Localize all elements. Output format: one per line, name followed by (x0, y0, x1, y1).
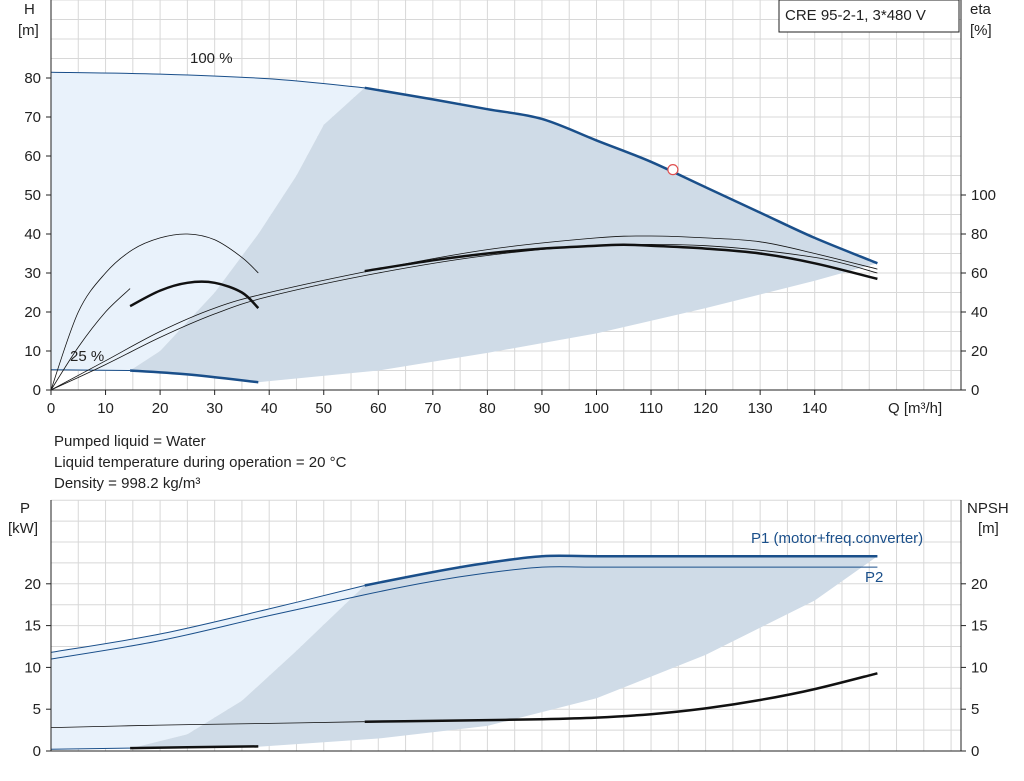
head-curve-25-thin (50, 369, 131, 371)
p2-series-label: P2 (865, 569, 883, 586)
upper-x-tick-label: 70 (425, 400, 442, 417)
upper-y-tick-label: 40 (24, 226, 41, 243)
upper-x-tick-label: 110 (639, 400, 663, 417)
p1-curve-25-thin (50, 747, 131, 750)
upper-y-left-title: H (24, 1, 35, 18)
lower-y-tick-label: 20 (24, 576, 41, 593)
p1-curve-25-thick (130, 745, 259, 750)
lower-y-right-tick-label: 0 (971, 743, 979, 760)
model-label-box (778, 0, 960, 33)
speed-label-100: 100 % (190, 50, 233, 67)
upper-y-right-tick-label: 80 (971, 226, 988, 243)
lower-axes (46, 500, 966, 752)
upper-y-right-unit: [%] (970, 22, 992, 39)
eta-25-thin2-curve (50, 288, 131, 391)
lower-y-left-unit: [kW] (8, 520, 38, 537)
upper-y-right-tick-label: 60 (971, 265, 988, 282)
p1-curve-100-thick (364, 554, 878, 587)
upper-x-tick-label: 30 (206, 400, 223, 417)
lower-y-left-title: P (20, 500, 30, 517)
lower-y-tick-label: 10 (24, 659, 41, 676)
p2-curve-100 (50, 566, 878, 660)
upper-x-tick-label: 90 (534, 400, 551, 417)
upper-x-tick-label: 20 (152, 400, 169, 417)
upper-y-tick-label: 0 (33, 382, 41, 399)
lower-light-region (51, 585, 365, 750)
lower-y-right-tick-label: 10 (971, 659, 988, 676)
lower-curves (50, 554, 878, 750)
head-curve-100-thick (364, 86, 878, 265)
lower-y-right-tick-label: 5 (971, 701, 979, 718)
speed-label-25: 25 % (70, 348, 104, 365)
upper-y-tick-label: 60 (24, 148, 41, 165)
upper-y-right-title: eta (970, 1, 992, 18)
lower-y-right-title: NPSH (967, 500, 1009, 517)
npsh-curve-thick (364, 672, 878, 723)
lower-y-tick-label: 15 (24, 618, 41, 635)
head-curve-25-thick (130, 369, 259, 384)
upper-x-tick-label: 130 (748, 400, 773, 417)
upper-x-tick-label: 50 (315, 400, 332, 417)
upper-y-tick-label: 80 (24, 70, 41, 87)
head-curve-100-thin (50, 71, 365, 89)
eta-100-thin-curve (50, 235, 878, 391)
duty-point-marker (667, 164, 679, 176)
upper-operating-regions (51, 72, 878, 390)
upper-x-tick-label: 60 (370, 400, 387, 417)
upper-tick-labels: 0 10 20 30 40 50 60 70 80 0 20 40 60 80 100 0 10 20 30 40 50… (24, 70, 996, 417)
upper-y-right-tick-label: 0 (971, 382, 979, 399)
eta-25-thick-curve (129, 280, 260, 309)
upper-x-tick-label: 140 (802, 400, 827, 417)
upper-x-tick-label: 40 (261, 400, 278, 417)
p1-series-label: P1 (motor+freq.converter) (751, 530, 923, 547)
lower-y-tick-label: 0 (33, 743, 41, 760)
lower-y-right-tick-label: 20 (971, 576, 988, 593)
lower-y-tick-label: 5 (33, 701, 41, 718)
eta-25-thin-curve (50, 233, 259, 391)
eta-100-thin2-curve (50, 243, 878, 391)
lower-operating-regions (51, 555, 878, 750)
model-label: CRE 95-2-1, 3*480 V (785, 7, 926, 24)
upper-x-tick-label: 100 (584, 400, 609, 417)
liquid-info-line3: Density = 998.2 kg/m³ (54, 475, 200, 492)
upper-y-right-tick-label: 100 (971, 187, 996, 204)
lower-dark-region (130, 555, 878, 749)
upper-y-tick-label: 10 (24, 343, 41, 360)
p1-curve-100-thin (50, 585, 365, 653)
liquid-info-line1: Pumped liquid = Water (54, 433, 206, 450)
lower-tick-labels: 0 5 10 15 20 0 5 10 15 20 (24, 576, 987, 760)
upper-x-tick-label: 10 (97, 400, 114, 417)
upper-x-tick-label: 0 (47, 400, 55, 417)
upper-y-tick-label: 70 (24, 109, 41, 126)
upper-y-tick-label: 50 (24, 187, 41, 204)
upper-y-tick-label: 20 (24, 304, 41, 321)
upper-y-right-tick-label: 40 (971, 304, 988, 321)
upper-axes (46, 0, 966, 395)
upper-light-region (51, 72, 365, 390)
upper-y-tick-label: 30 (24, 265, 41, 282)
upper-y-left-unit: [m] (18, 22, 39, 39)
upper-x-tick-label: 80 (479, 400, 496, 417)
lower-y-right-unit: [m] (978, 520, 999, 537)
npsh-curve-thin (50, 721, 365, 728)
upper-x-tick-label: 120 (693, 400, 718, 417)
lower-y-right-tick-label: 15 (971, 618, 988, 635)
upper-curves (50, 71, 878, 391)
upper-x-title: Q [m³/h] (888, 400, 942, 417)
liquid-info-line2: Liquid temperature during operation = 20… (54, 454, 347, 471)
upper-y-right-tick-label: 20 (971, 343, 988, 360)
